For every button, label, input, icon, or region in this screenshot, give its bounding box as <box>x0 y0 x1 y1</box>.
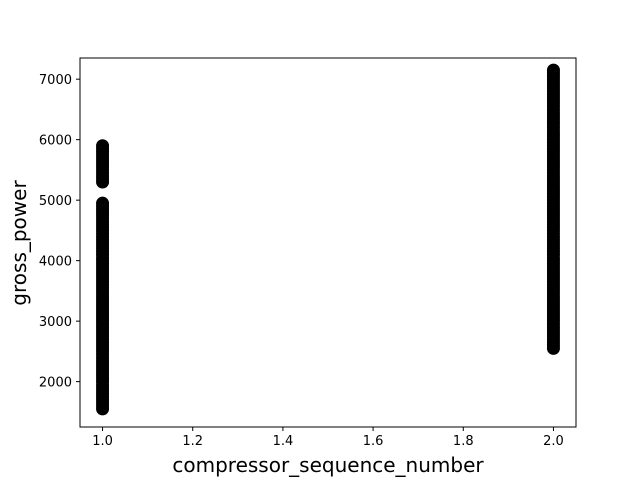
plot-area <box>80 58 576 427</box>
data-point <box>546 63 560 77</box>
x-tick-label: 1.0 <box>92 434 113 449</box>
y-tick-label: 4000 <box>39 255 72 270</box>
y-tick-label: 6000 <box>39 134 72 149</box>
x-tick-label: 1.6 <box>363 434 384 449</box>
y-axis-ticks: 2000 3000 4000 5000 6000 7000 <box>39 73 80 391</box>
plot-frame <box>79 57 577 428</box>
x-tick-label: 1.4 <box>273 434 294 449</box>
y-tick-label: 5000 <box>39 194 72 209</box>
y-axis-label: gross_power <box>7 180 31 306</box>
data-point <box>96 139 110 153</box>
x-tick-label: 2.0 <box>543 434 564 449</box>
x-tick-label: 1.8 <box>453 434 474 449</box>
y-tick-label: 7000 <box>39 73 72 88</box>
x-axis-ticks: 1.0 1.2 1.4 1.6 1.8 2.0 <box>92 427 564 449</box>
y-tick-label: 2000 <box>39 376 72 391</box>
x-axis-label: compressor_sequence_number <box>172 453 484 477</box>
data-point <box>96 196 110 210</box>
y-tick-label: 3000 <box>39 315 72 330</box>
data-points <box>96 63 560 416</box>
x-tick-label: 1.2 <box>182 434 203 449</box>
